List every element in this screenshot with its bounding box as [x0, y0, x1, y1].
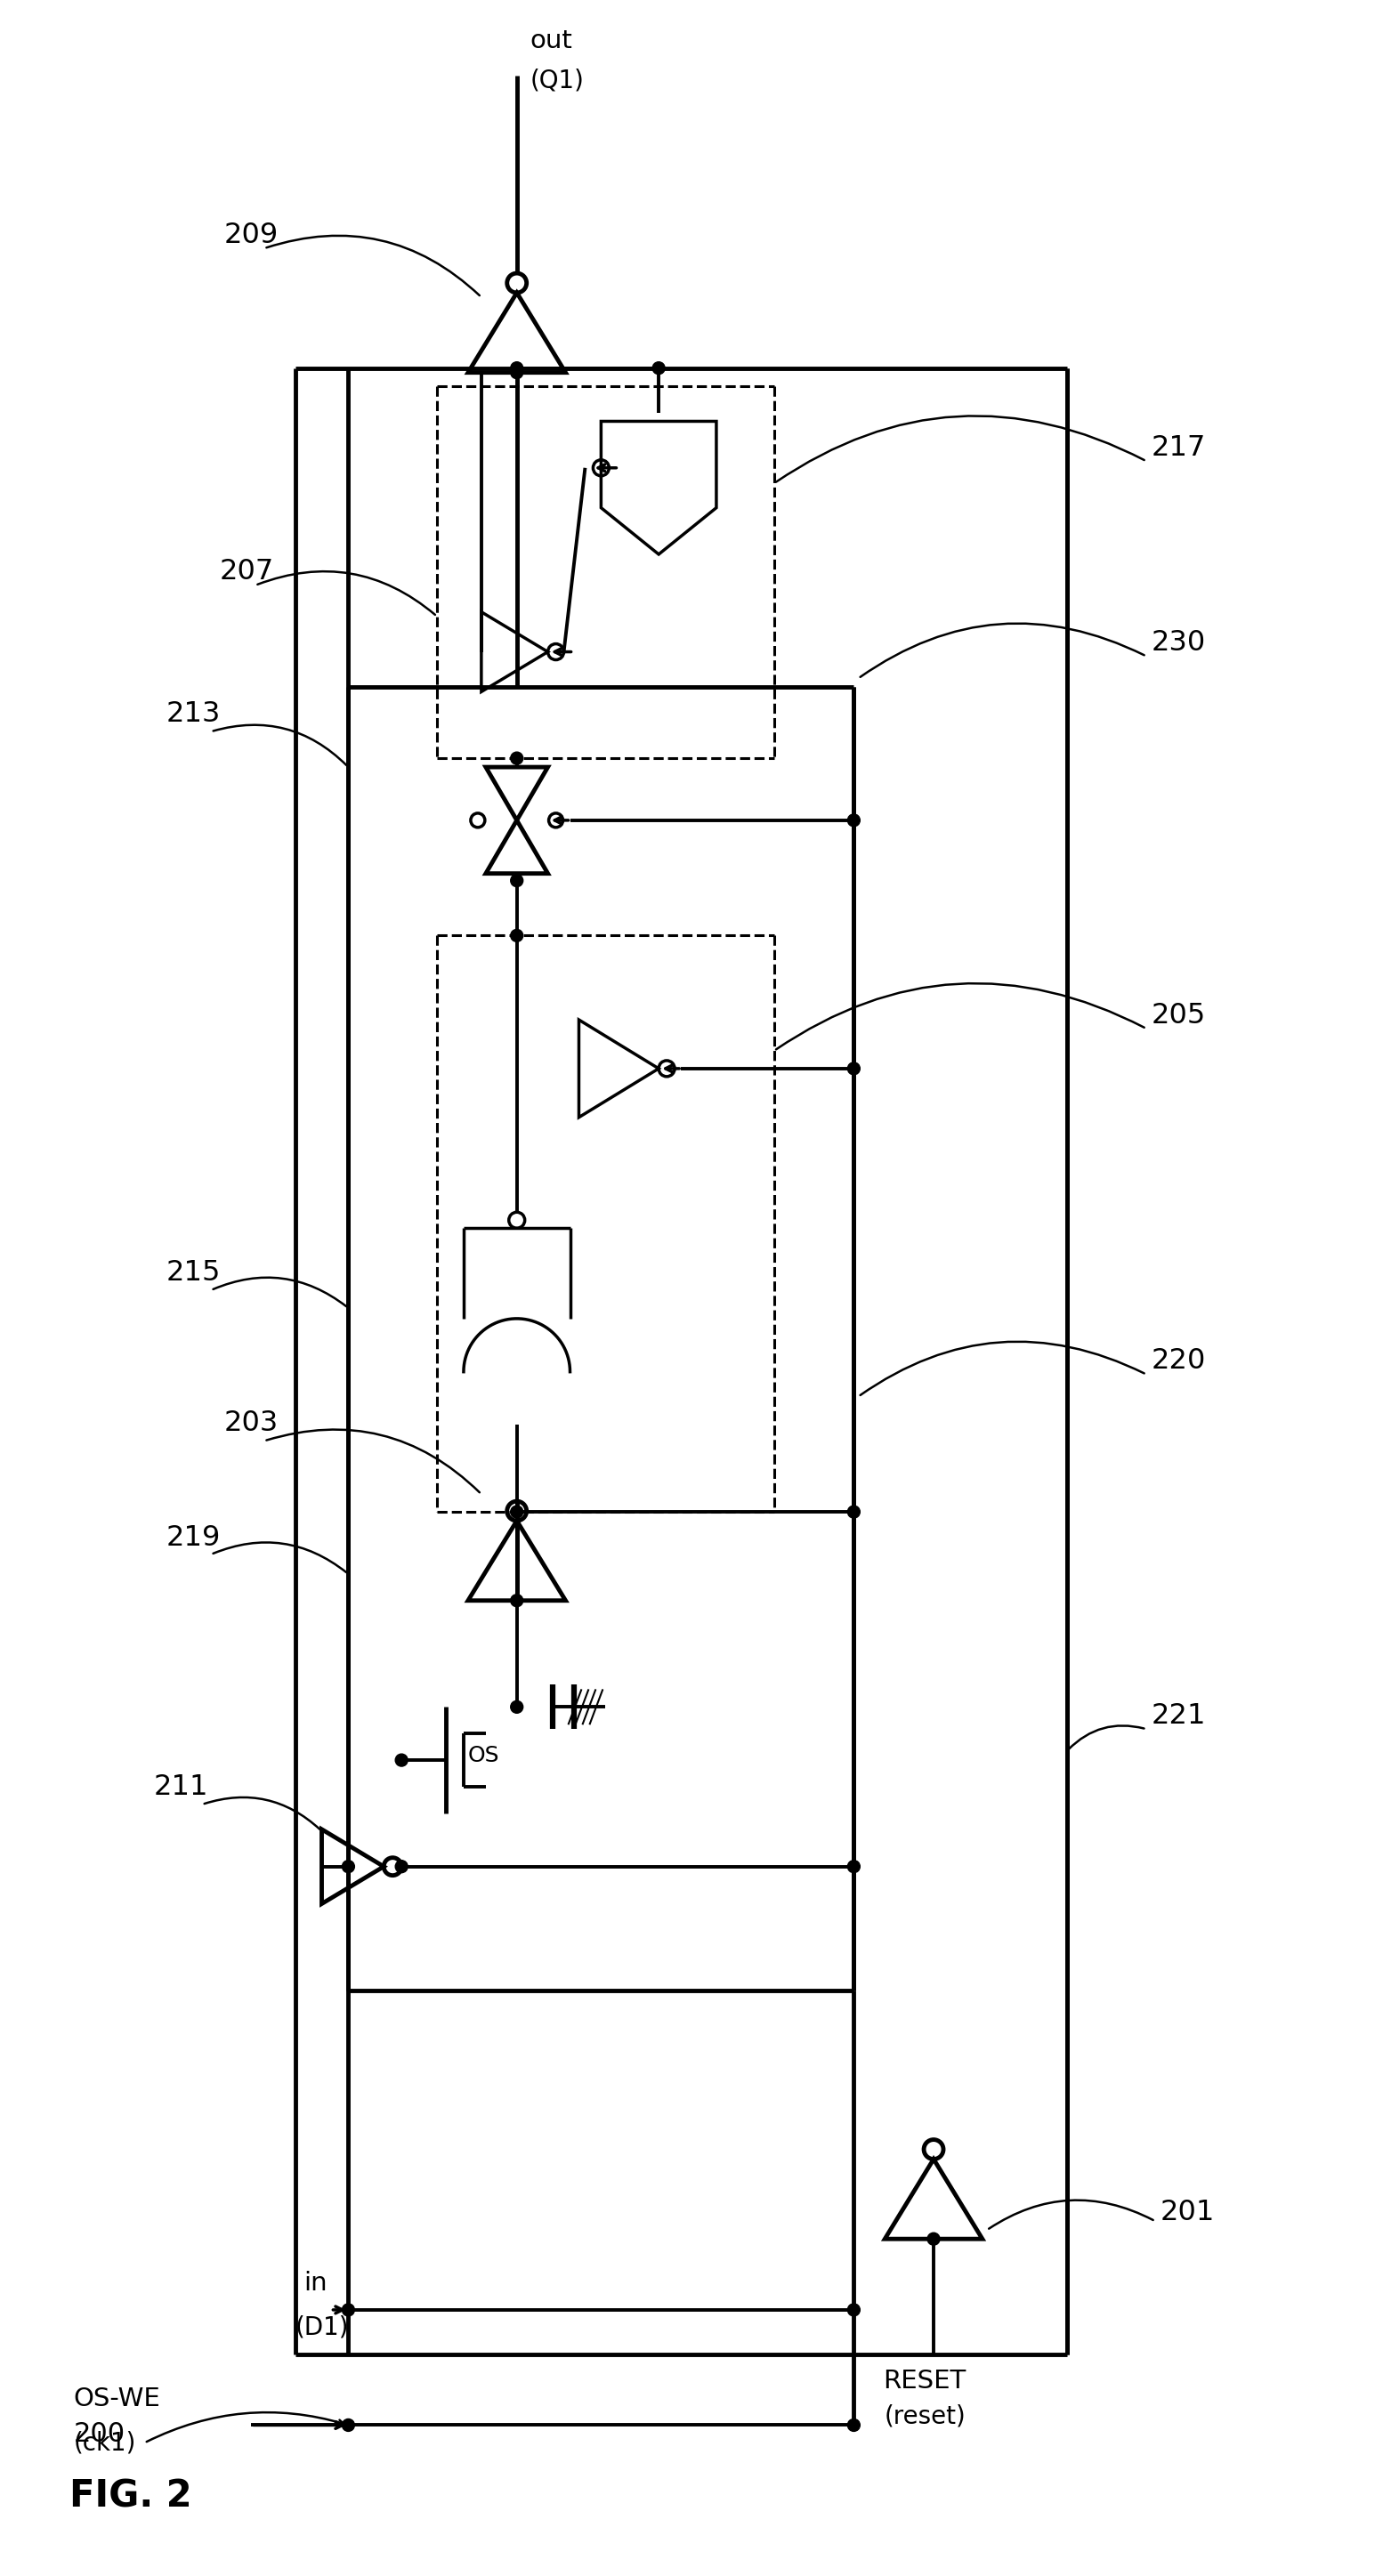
Circle shape — [510, 873, 523, 886]
Circle shape — [395, 1754, 408, 1767]
Text: 205: 205 — [1150, 1002, 1206, 1030]
Circle shape — [847, 2303, 860, 2316]
Text: 203: 203 — [224, 1409, 278, 1437]
Circle shape — [510, 1504, 523, 1517]
Circle shape — [342, 1860, 355, 1873]
Text: 211: 211 — [153, 1772, 209, 1801]
Circle shape — [847, 1860, 860, 1873]
Text: RESET: RESET — [883, 2367, 967, 2393]
Text: 201: 201 — [1160, 2197, 1214, 2226]
Circle shape — [510, 1595, 523, 1607]
Text: 230: 230 — [1150, 629, 1206, 657]
Circle shape — [847, 1504, 860, 1517]
Circle shape — [510, 361, 523, 374]
Text: 221: 221 — [1150, 1703, 1206, 1728]
Text: 220: 220 — [1150, 1347, 1206, 1376]
Circle shape — [652, 361, 665, 374]
Text: 213: 213 — [167, 701, 221, 726]
Text: 209: 209 — [224, 222, 278, 250]
Text: 207: 207 — [220, 559, 274, 585]
Circle shape — [510, 1700, 523, 1713]
Circle shape — [395, 1860, 408, 1873]
Text: FIG. 2: FIG. 2 — [70, 2478, 192, 2514]
Circle shape — [510, 752, 523, 765]
Circle shape — [847, 1061, 860, 1074]
Circle shape — [847, 2419, 860, 2432]
Text: 217: 217 — [1150, 435, 1206, 461]
Text: in: in — [305, 2272, 328, 2295]
Text: (ck1): (ck1) — [74, 2429, 136, 2455]
Text: (Q1): (Q1) — [530, 70, 584, 93]
Text: OS: OS — [467, 1744, 499, 1767]
Text: 219: 219 — [167, 1525, 221, 1553]
Circle shape — [847, 814, 860, 827]
Text: 200: 200 — [74, 2421, 125, 2447]
Text: out: out — [530, 28, 573, 54]
Circle shape — [510, 366, 523, 379]
Text: (reset): (reset) — [883, 2403, 965, 2429]
Circle shape — [510, 930, 523, 943]
Text: OS-WE: OS-WE — [74, 2385, 160, 2411]
Text: (D1): (D1) — [295, 2316, 349, 2339]
Circle shape — [342, 2303, 355, 2316]
Text: 215: 215 — [167, 1260, 221, 1285]
Circle shape — [928, 2233, 940, 2246]
Circle shape — [342, 2419, 355, 2432]
